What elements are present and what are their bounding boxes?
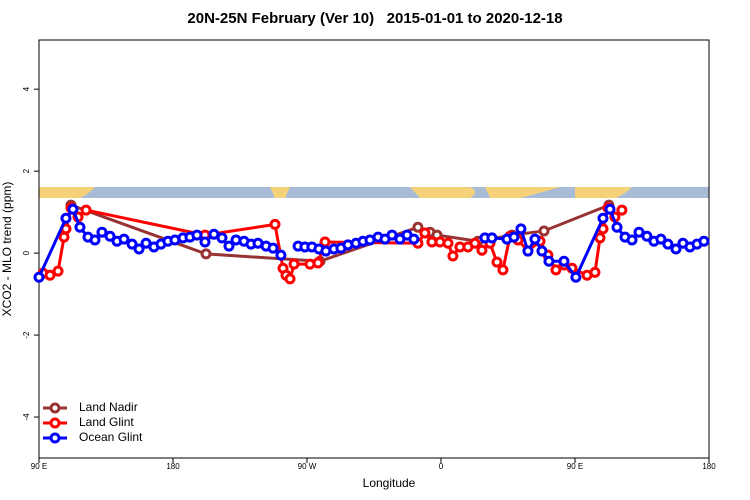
data-point (641, 230, 653, 242)
data-point (44, 269, 56, 281)
data-point (133, 243, 145, 255)
legend-marker (49, 417, 61, 429)
data-point (611, 221, 623, 233)
data-point (67, 203, 79, 215)
data-point (550, 264, 562, 276)
data-point (267, 242, 279, 254)
x-tick-label: 90 E (567, 462, 583, 471)
legend-marker (49, 432, 61, 444)
data-point (508, 231, 520, 243)
data-point (589, 266, 601, 278)
data-point (80, 204, 92, 216)
y-tick-label: 4 (22, 86, 31, 91)
data-point (442, 237, 454, 249)
data-point (558, 255, 570, 267)
legend-marker (49, 402, 61, 414)
data-point (60, 212, 72, 224)
data-point (223, 240, 235, 252)
data-point (33, 271, 45, 283)
data-point (515, 223, 527, 235)
x-tick-label: 90 E (31, 462, 47, 471)
data-point (200, 248, 212, 260)
data-point (269, 218, 281, 230)
y-axis-label: XCO2 - MLO trend (ppm) (0, 182, 14, 317)
x-axis-label: Longitude (363, 476, 416, 490)
data-point (698, 235, 710, 247)
x-tick-label: 90 W (298, 462, 317, 471)
data-point (604, 203, 616, 215)
data-point (543, 255, 555, 267)
legend-label: Land Nadir (79, 400, 138, 414)
data-point (616, 204, 628, 216)
x-tick-label: 180 (166, 462, 180, 471)
data-point (491, 256, 503, 268)
data-point (118, 233, 130, 245)
data-point (522, 245, 534, 257)
plot-frame (38, 39, 710, 459)
data-point (447, 250, 459, 262)
data-point (655, 233, 667, 245)
data-point (216, 232, 228, 244)
data-point (74, 221, 86, 233)
y-tick-label: -4 (22, 413, 31, 421)
data-point (52, 265, 64, 277)
data-point (497, 264, 509, 276)
data-point (538, 225, 550, 237)
data-point (126, 238, 138, 250)
x-tick-label: 180 (702, 462, 716, 471)
data-point (104, 230, 116, 242)
data-point (284, 273, 296, 285)
x-tick-label: 0 (439, 462, 444, 471)
data-point (408, 233, 420, 245)
data-point (597, 212, 609, 224)
data-point (594, 232, 606, 244)
data-point (312, 257, 324, 269)
data-point (633, 226, 645, 238)
chart-title: 20N-25N February (Ver 10) 2015-01-01 to … (187, 10, 562, 27)
data-point (626, 234, 638, 246)
data-point (662, 238, 674, 250)
data-point (89, 234, 101, 246)
y-tick-label: 0 (22, 250, 31, 255)
data-point (476, 244, 488, 256)
data-point (670, 243, 682, 255)
data-point (570, 271, 582, 283)
data-point (191, 229, 203, 241)
legend-label: Land Glint (79, 415, 134, 429)
data-point (529, 233, 541, 245)
data-point (275, 249, 287, 261)
data-point (288, 258, 300, 270)
map-strip (39, 187, 709, 198)
data-point (486, 232, 498, 244)
data-point (412, 221, 424, 233)
data-point (536, 245, 548, 257)
data-point (419, 227, 431, 239)
y-tick-label: 2 (22, 168, 31, 173)
data-point (199, 236, 211, 248)
legend-label: Ocean Glint (79, 430, 143, 444)
data-point (386, 229, 398, 241)
y-tick-label: -2 (22, 331, 31, 339)
data-point (96, 226, 108, 238)
data-point (469, 237, 481, 249)
